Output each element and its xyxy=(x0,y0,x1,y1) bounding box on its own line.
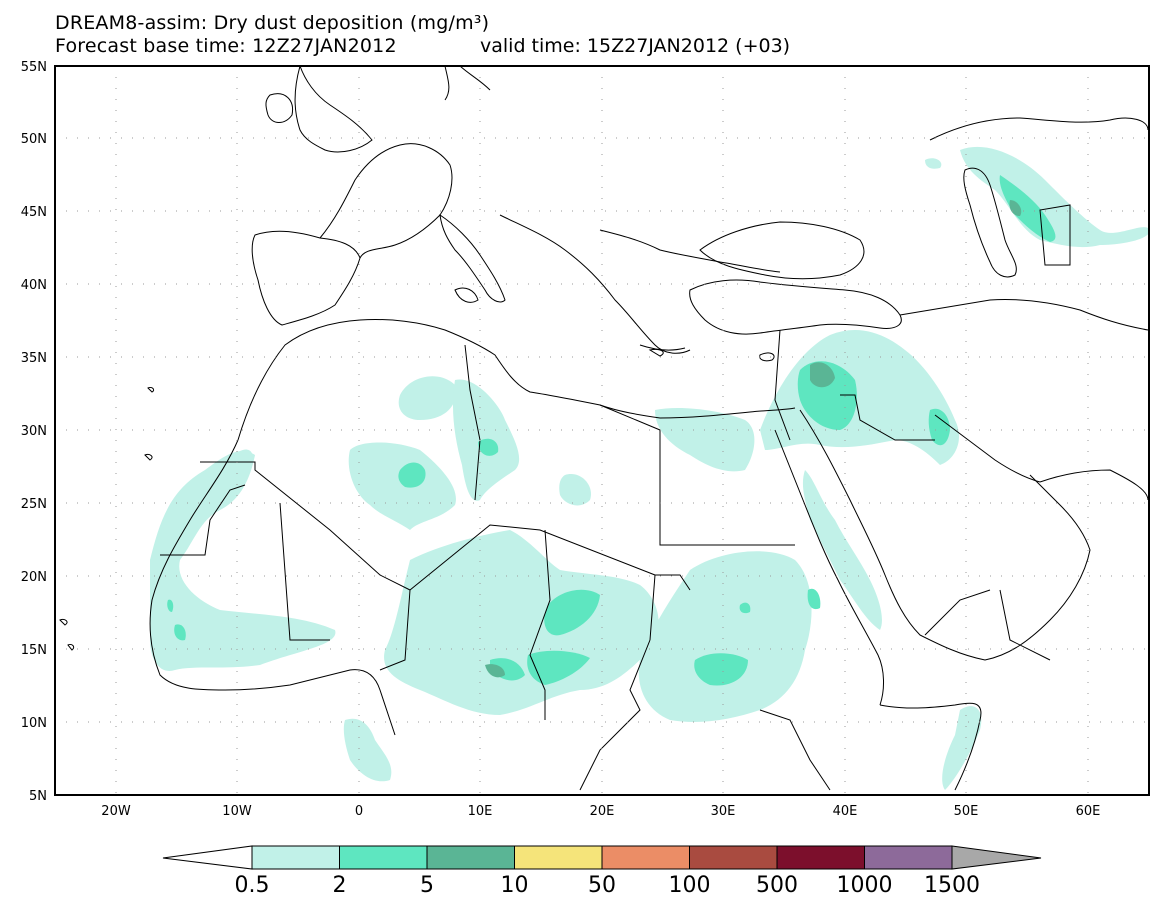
colorbar-under-triangle xyxy=(162,845,253,870)
colorbar-label: 5 xyxy=(420,873,434,898)
lon-label: 10W xyxy=(222,804,252,819)
colorbar-box xyxy=(426,845,515,870)
forecast-base-time: Forecast base time: 12Z27JAN2012 xyxy=(55,35,397,57)
colorbar-label: 0.5 xyxy=(235,873,270,898)
lon-label: 60E xyxy=(1076,804,1101,819)
longitude-labels: 20W 10W 0 10E 20E 30E 40E 50E 60E xyxy=(101,804,1100,819)
lat-label: 50N xyxy=(21,132,47,147)
lat-label: 35N xyxy=(21,351,47,366)
valid-time: valid time: 15Z27JAN2012 (+03) xyxy=(480,35,791,57)
colorbar-label: 1000 xyxy=(837,873,893,898)
lon-label: 50E xyxy=(954,804,979,819)
colorbar-box xyxy=(601,845,690,870)
map-area xyxy=(55,66,1149,795)
latitude-labels: 55N 50N 45N 40N 35N 30N 25N 20N 15N 10N … xyxy=(21,60,47,804)
colorbar-labels: 0.5 2 5 10 50 100 500 1000 1500 xyxy=(235,873,981,898)
dust-shading-light xyxy=(150,146,1149,790)
lon-label: 20W xyxy=(101,804,131,819)
lon-label: 40E xyxy=(833,804,858,819)
dust-shading-dark xyxy=(485,200,1022,678)
colorbar-box xyxy=(514,845,603,870)
colorbar-label: 500 xyxy=(756,873,798,898)
colorbar-box xyxy=(339,845,428,870)
coastlines-borders xyxy=(59,66,1149,791)
lat-label: 45N xyxy=(21,205,47,220)
colorbar-label: 2 xyxy=(333,873,347,898)
lon-label: 20E xyxy=(590,804,615,819)
colorbar-label: 50 xyxy=(588,873,616,898)
colorbar-box xyxy=(251,845,340,870)
lon-label: 0 xyxy=(355,804,363,819)
map-title: DREAM8-assim: Dry dust deposition (mg/m³… xyxy=(55,12,490,34)
lon-label: 30E xyxy=(711,804,736,819)
lat-label: 10N xyxy=(21,716,47,731)
colorbar-label: 100 xyxy=(669,873,711,898)
colorbar-boxes xyxy=(251,845,953,870)
lat-label: 30N xyxy=(21,424,47,439)
colorbar-label: 10 xyxy=(501,873,529,898)
lon-label: 10E xyxy=(468,804,493,819)
colorbar-box xyxy=(864,845,953,870)
lat-label: 25N xyxy=(21,497,47,512)
map-frame xyxy=(54,65,1150,796)
lat-label: 40N xyxy=(21,278,47,293)
lat-label: 5N xyxy=(29,789,47,804)
colorbar-box xyxy=(689,845,778,870)
colorbar-box xyxy=(776,845,865,870)
colorbar-label: 1500 xyxy=(924,873,980,898)
colorbar-over-triangle xyxy=(951,845,1042,870)
colorbar-legend: 0.5 2 5 10 50 100 500 1000 1500 xyxy=(162,845,1042,898)
lat-label: 20N xyxy=(21,570,47,585)
lat-label: 15N xyxy=(21,643,47,658)
lat-label: 55N xyxy=(21,60,47,75)
graticule xyxy=(55,66,1149,795)
